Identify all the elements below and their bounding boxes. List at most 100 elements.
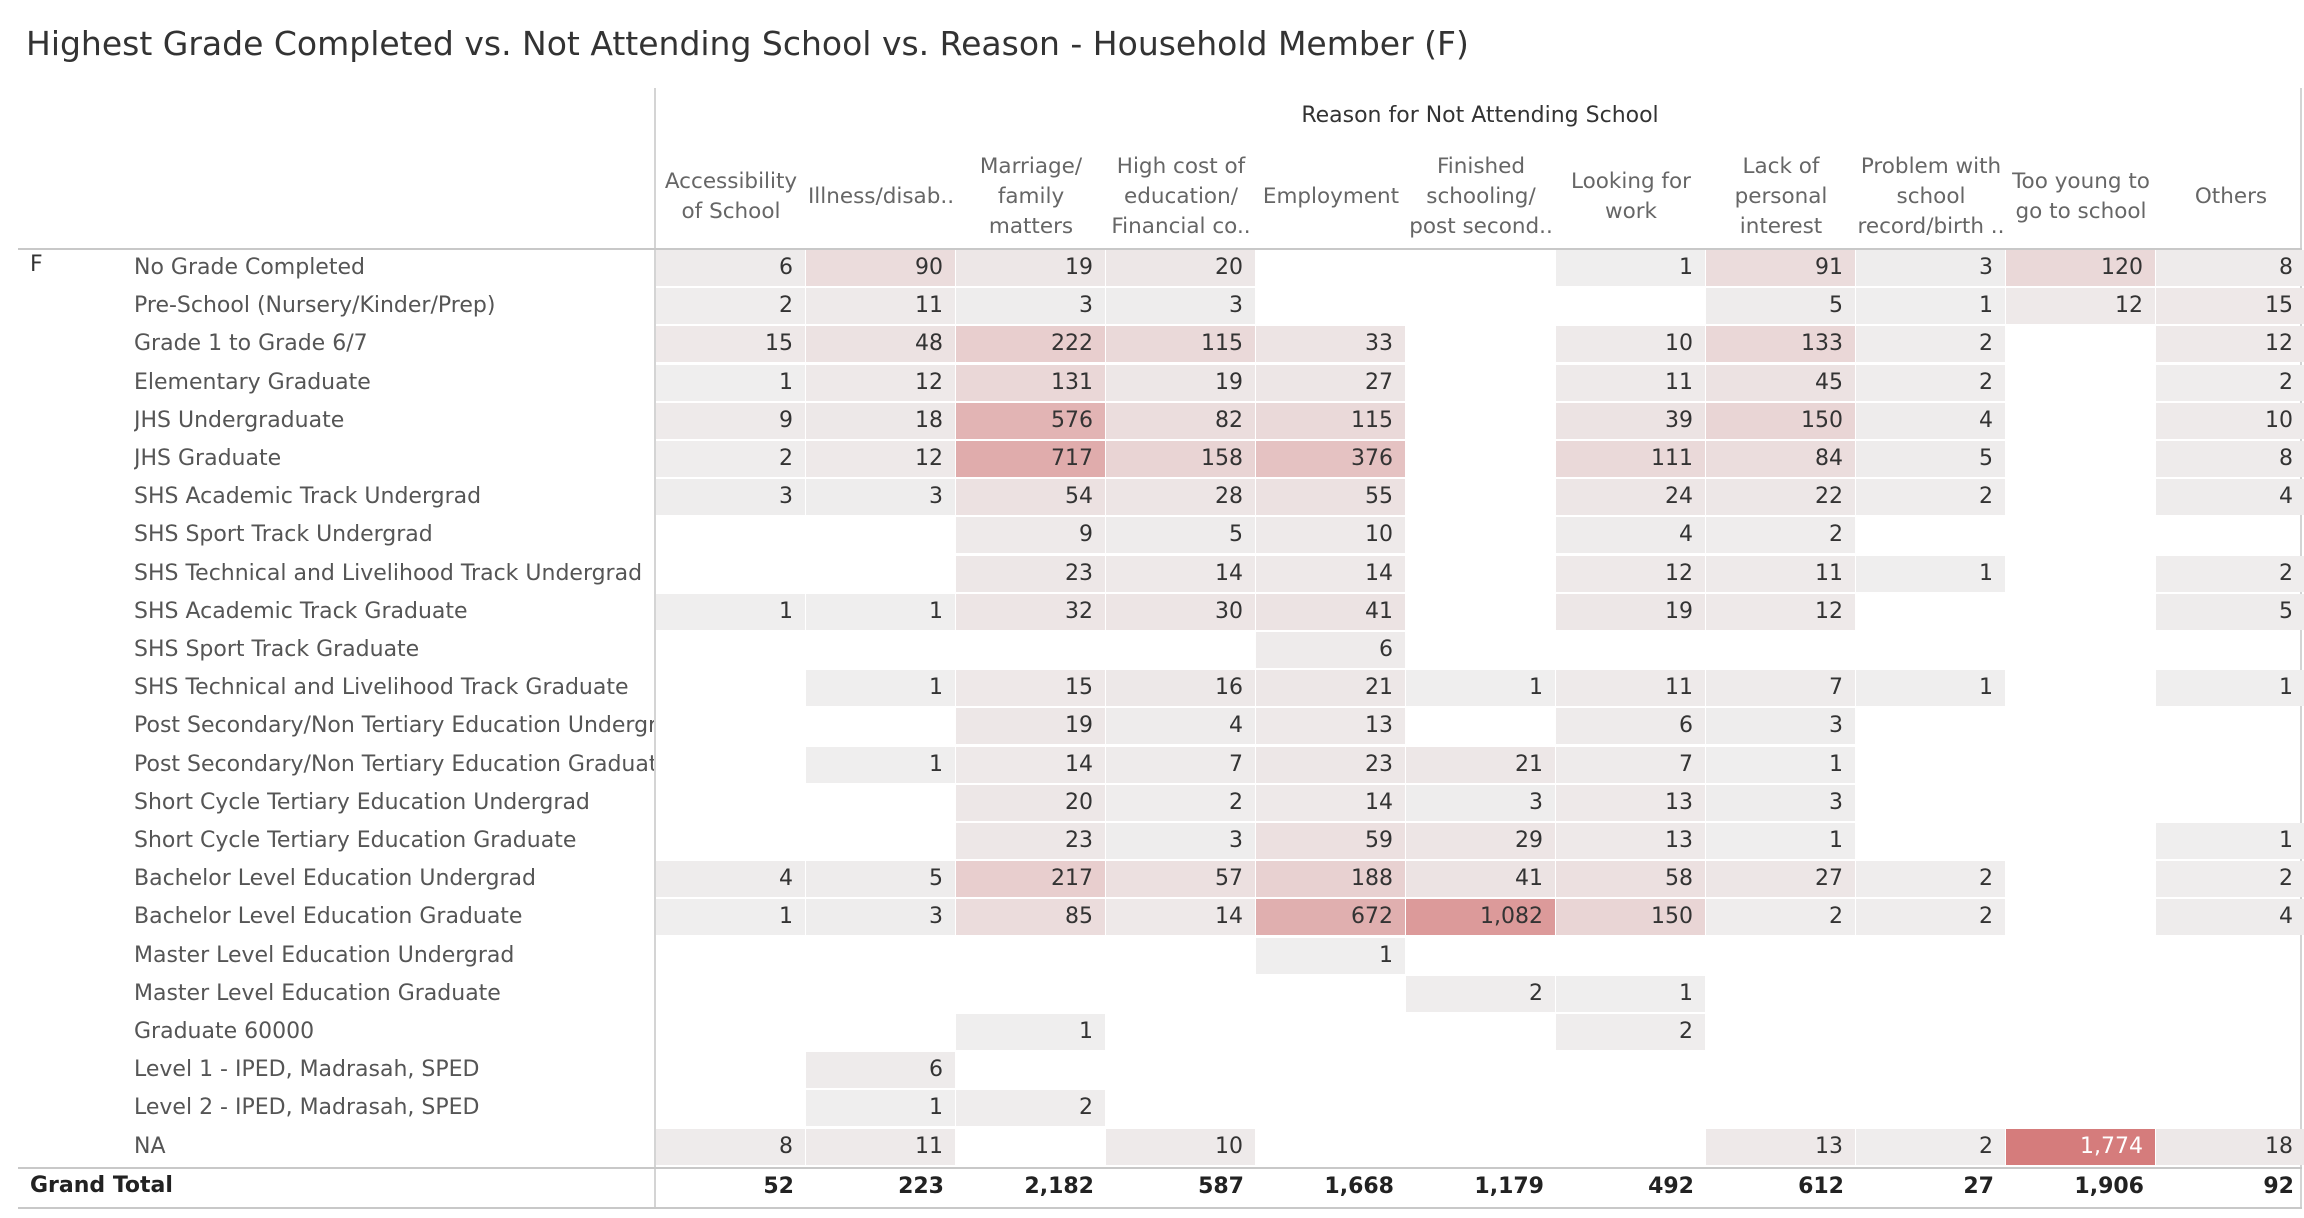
- heatmap-cell: 3: [1706, 784, 1855, 821]
- heatmap-cell: 576: [956, 402, 1105, 439]
- heatmap-cell: 4: [656, 861, 805, 898]
- heatmap-cell: 4: [2156, 899, 2304, 936]
- grand-total-cell: 587: [1198, 1173, 1244, 1199]
- heatmap-cell: 27: [1706, 861, 1855, 898]
- heatmap-cell: 13: [1556, 823, 1705, 859]
- heatmap-cell: 4: [2156, 479, 2304, 516]
- heatmap-cell: 111: [1556, 441, 1705, 477]
- heatmap-cell: 12: [2156, 326, 2304, 363]
- heatmap-cell: 717: [956, 441, 1105, 477]
- heatmap-cell: 131: [956, 364, 1105, 401]
- heatmap-cell: 1: [656, 899, 805, 936]
- heatmap-cell: 20: [956, 784, 1105, 821]
- row-label: Post Secondary/Non Tertiary Education Gr…: [134, 751, 654, 777]
- heatmap-cell: 30: [1106, 593, 1255, 630]
- heatmap-cell: 11: [806, 288, 955, 325]
- heatmap-cell: 54: [956, 479, 1105, 516]
- row-label: Master Level Education Graduate: [134, 980, 501, 1006]
- column-header: Marriage/ family matters: [979, 154, 1083, 239]
- column-header: Looking for work: [1570, 169, 1691, 224]
- column-group-header: Reason for Not Attending School: [1301, 103, 1659, 128]
- heatmap-cell: 9: [956, 517, 1105, 554]
- grand-total-cell: 2,182: [1024, 1173, 1094, 1199]
- column-header: Too young to go to school: [2012, 169, 2150, 224]
- heatmap-cell: 13: [1556, 784, 1705, 821]
- heatmap-cell: 32: [956, 593, 1105, 630]
- chart-title: Highest Grade Completed vs. Not Attendin…: [26, 24, 1469, 63]
- heatmap-cell: 11: [1706, 555, 1855, 592]
- heatmap-cell: 3: [1706, 708, 1855, 745]
- row-label: SHS Technical and Livelihood Track Under…: [134, 560, 643, 586]
- heatmap-cell: 12: [1706, 593, 1855, 630]
- heatmap-cell: 2: [2156, 555, 2304, 592]
- heatmap-cell: 18: [2156, 1128, 2304, 1165]
- row-label: Pre-School (Nursery/Kinder/Prep): [134, 293, 496, 319]
- row-group-label: F: [30, 252, 43, 277]
- grand-total-divider: [18, 1166, 2302, 1169]
- row-label: Level 2 - IPED, Madrasah, SPED: [134, 1095, 480, 1121]
- grand-total-cell: 92: [2263, 1173, 2294, 1199]
- heatmap-cell: 24: [1556, 479, 1705, 516]
- heatmap-cell: 12: [806, 364, 955, 401]
- heatmap-cell: 222: [956, 326, 1105, 363]
- row-label: SHS Academic Track Undergrad: [134, 484, 482, 510]
- heatmap-cell: 1: [1856, 670, 2005, 707]
- column-header: Finished schooling/ post second..: [1409, 154, 1553, 239]
- heatmap-cell: 1: [806, 746, 955, 783]
- heatmap-cell: 3: [806, 899, 955, 936]
- heatmap-cell: 2: [1106, 784, 1255, 821]
- heatmap-cell: 18: [806, 402, 955, 439]
- heatmap-cell: 2: [656, 441, 805, 477]
- heatmap-cell: 4: [1106, 708, 1255, 745]
- heatmap-cell: 11: [806, 1128, 955, 1165]
- heatmap-cell: 3: [806, 479, 955, 516]
- heatmap-cell: 91: [1706, 250, 1855, 286]
- column-header: Others: [2194, 184, 2268, 209]
- heatmap-cell: 5: [806, 861, 955, 898]
- heatmap-cell: 1: [806, 670, 955, 707]
- row-label: Elementary Graduate: [134, 369, 371, 395]
- heatmap-cell: 1: [656, 364, 805, 401]
- heatmap-cell: 10: [2156, 402, 2304, 439]
- heatmap-cell: 28: [1106, 479, 1255, 516]
- heatmap-cell: 1: [1256, 937, 1405, 974]
- heatmap-cell: 55: [1256, 479, 1405, 516]
- heatmap-cell: 21: [1256, 670, 1405, 707]
- column-header: Lack of personal interest: [1734, 154, 1828, 239]
- heatmap-cell: 1: [1856, 288, 2005, 325]
- column-header: Employment: [1262, 184, 1400, 209]
- heatmap-cell: 5: [1706, 288, 1855, 325]
- heatmap-cell: 8: [2156, 250, 2304, 286]
- table-divider-vertical: [654, 88, 656, 1208]
- heatmap-cell: 8: [2156, 441, 2304, 477]
- heatmap-cell: 15: [2156, 288, 2304, 325]
- heatmap-cell: 2: [1706, 899, 1855, 936]
- heatmap-cell: 12: [1556, 555, 1705, 592]
- heatmap-cell: 2: [956, 1090, 1105, 1127]
- heatmap-cell: 2: [1856, 861, 2005, 898]
- heatmap-cell: 84: [1706, 441, 1855, 477]
- heatmap-cell: 2: [1706, 517, 1855, 554]
- heatmap-cell: 58: [1556, 861, 1705, 898]
- heatmap-cell: 3: [1106, 823, 1255, 859]
- heatmap-cell: 3: [656, 479, 805, 516]
- heatmap-cell: 115: [1256, 402, 1405, 439]
- row-label: SHS Sport Track Graduate: [134, 637, 420, 662]
- heatmap-cell: 2: [1406, 975, 1555, 1012]
- heatmap-cell: 6: [1556, 708, 1705, 745]
- heatmap-cell: 2: [1856, 364, 2005, 401]
- row-label: No Grade Completed: [134, 255, 365, 280]
- row-label: Master Level Education Undergrad: [134, 942, 515, 968]
- heatmap-cell: 7: [1556, 746, 1705, 783]
- heatmap-cell: 2: [1856, 899, 2005, 936]
- heatmap-cell: 1: [806, 1090, 955, 1127]
- heatmap-cell: 16: [1106, 670, 1255, 707]
- heatmap-cell: 15: [656, 326, 805, 363]
- heatmap-cell: 2: [2156, 364, 2304, 401]
- heatmap-cell: 150: [1556, 899, 1705, 936]
- heatmap-cell: 10: [1556, 326, 1705, 363]
- heatmap-cell: 11: [1556, 670, 1705, 707]
- heatmap-cell: 3: [956, 288, 1105, 325]
- table-border-right: [2300, 88, 2302, 1208]
- heatmap-cell: 1: [1406, 670, 1555, 707]
